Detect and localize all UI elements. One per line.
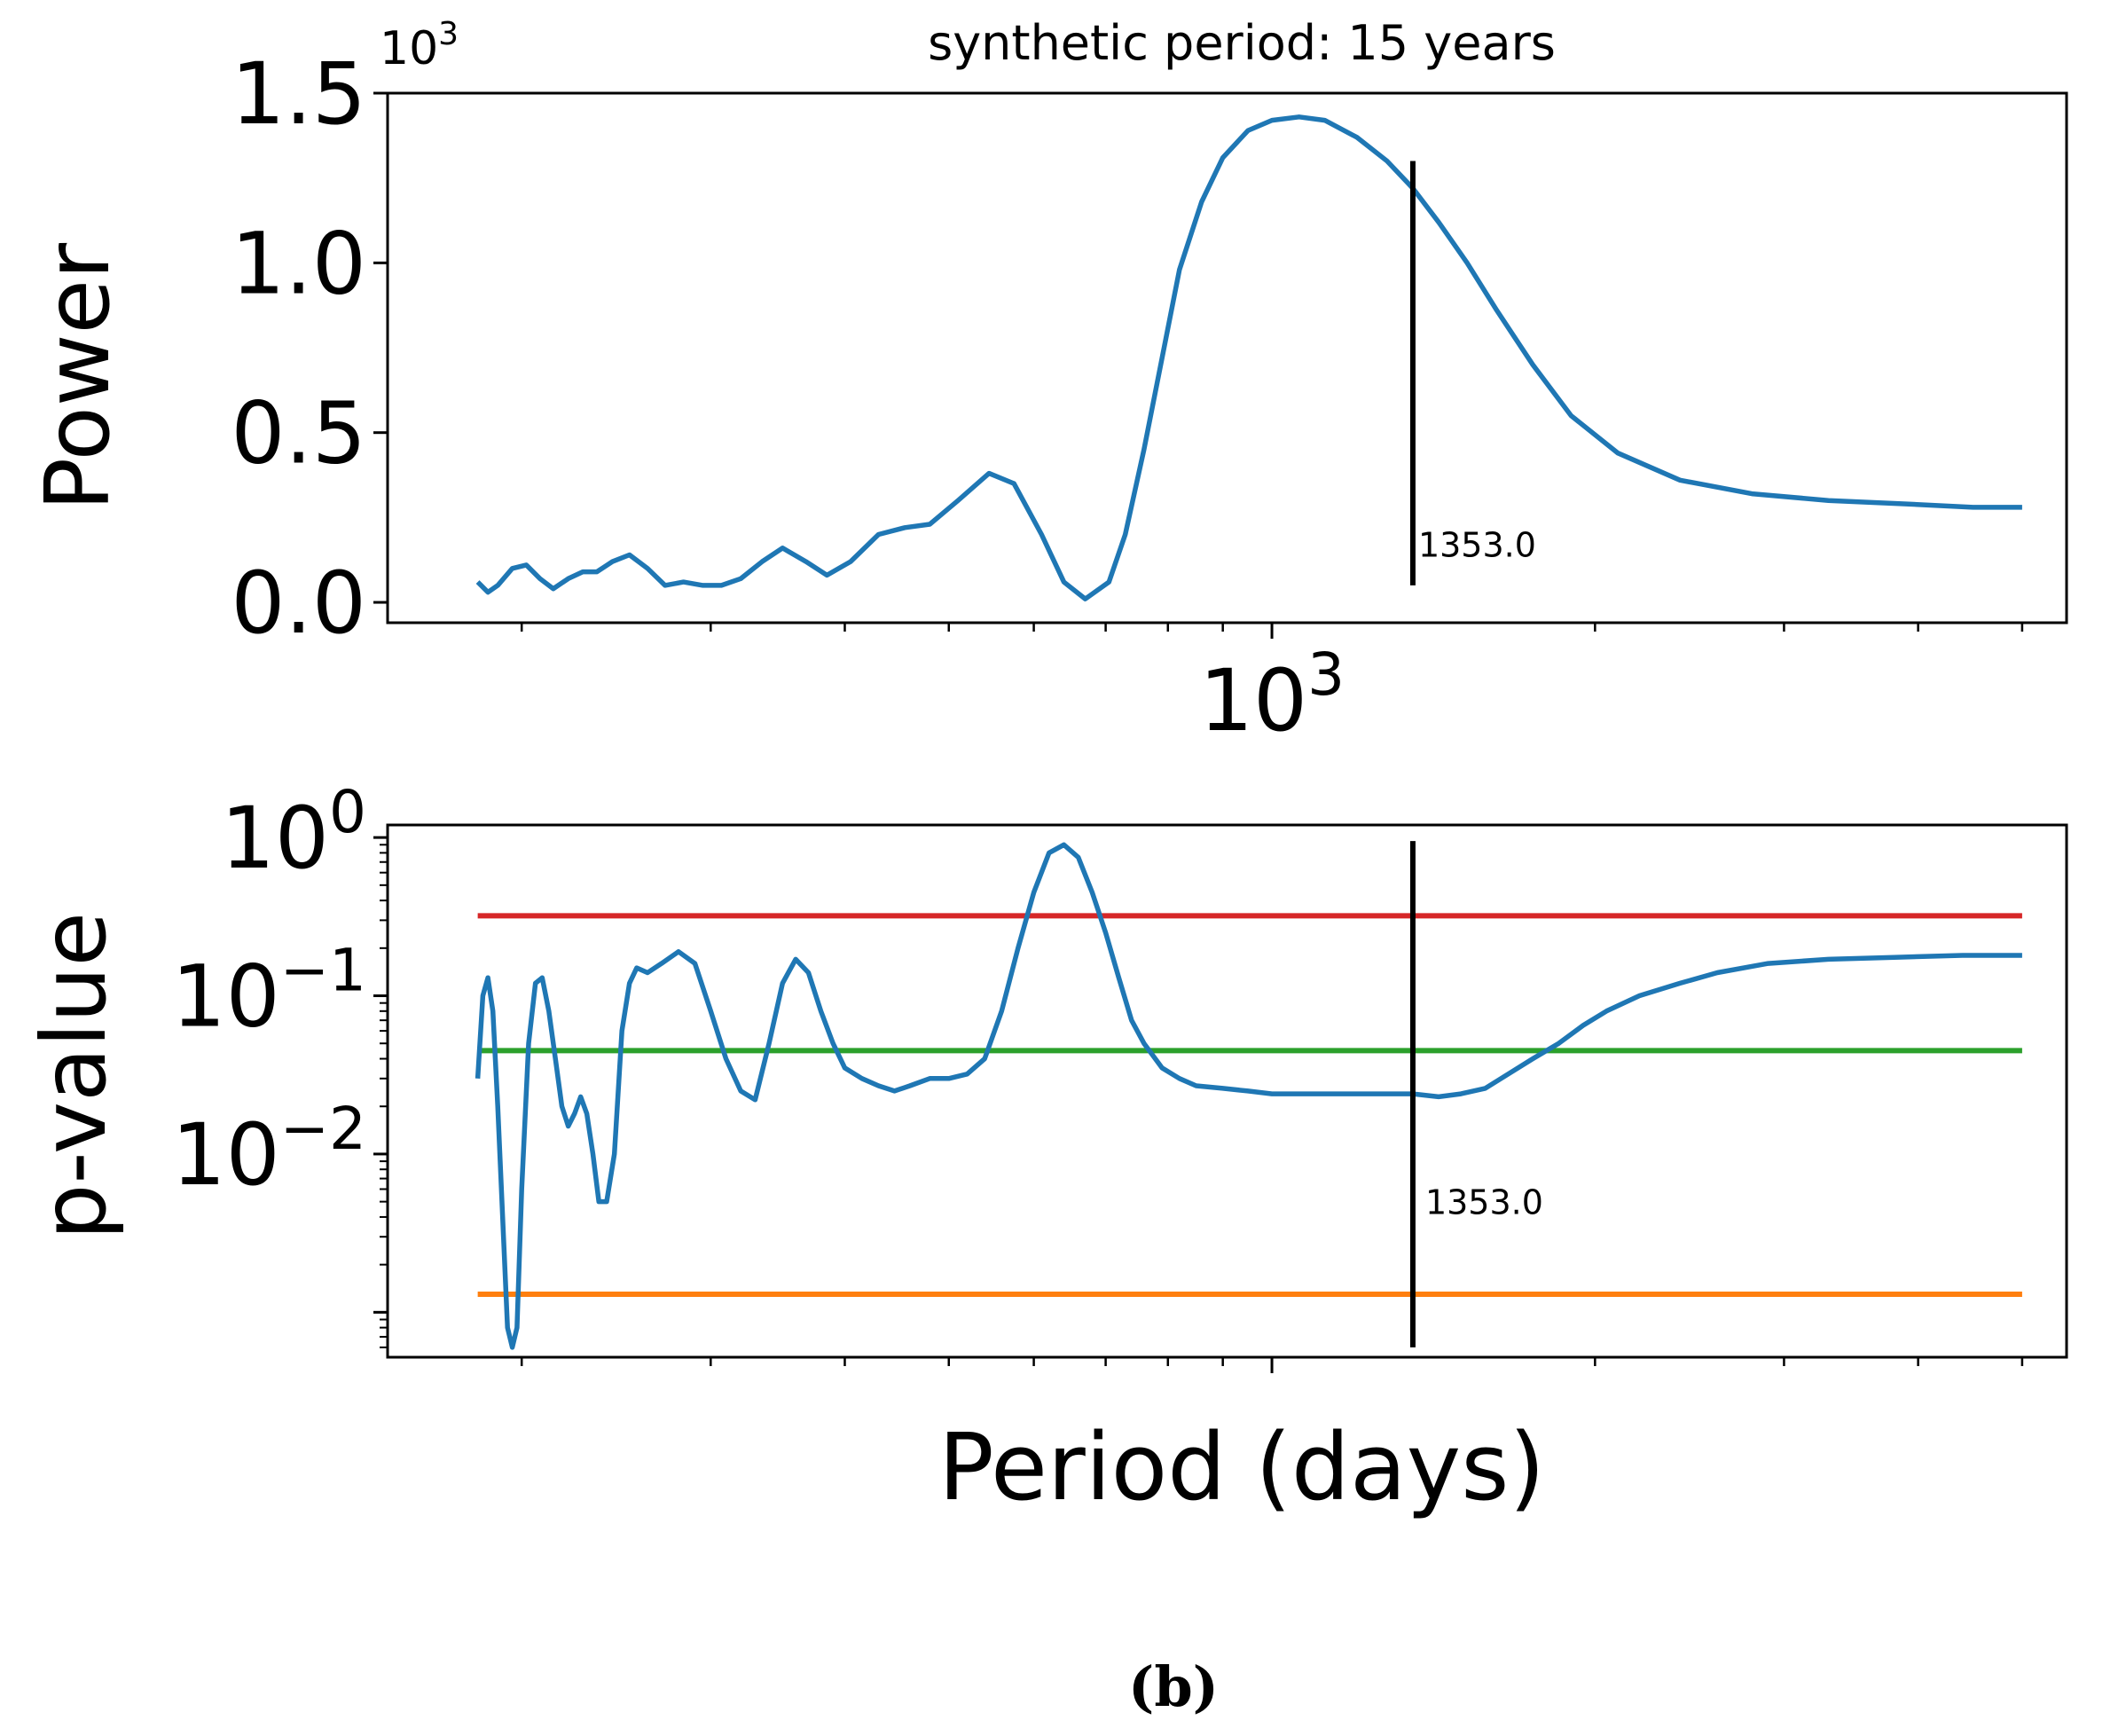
pvalue-axes-frame [386, 823, 2068, 1359]
pvalue-ytick-exp: −2 [280, 1095, 366, 1163]
power-series-line [475, 114, 2022, 601]
offset-label-exp: 3 [438, 16, 459, 52]
pvalue-ytick-exp: 0 [329, 778, 366, 846]
x-ticks-pvalue [520, 1357, 2024, 1373]
power-ytick-label: 0.0 [231, 554, 366, 653]
pvalue-ytick-base: 10 [172, 1105, 280, 1205]
power-ytick-label: 1.5 [231, 44, 366, 144]
pvalue-series-line [475, 842, 2022, 1350]
y-axis-label-pvalue: p-value [22, 912, 126, 1240]
x-axis-label: Period (days) [938, 1413, 1545, 1521]
period-marker-label: 1353.0 [1418, 526, 1536, 565]
offset-label-base: 10 [380, 22, 438, 75]
offset-label: 103 [380, 16, 459, 75]
y-axis-label-power: Power [26, 242, 129, 511]
x-major-tick-label: 103 [1199, 640, 1345, 750]
chart-title: synthetic period: 15 years [928, 15, 1556, 71]
power-axes-frame [386, 91, 2068, 624]
pvalue-ytick-label: 100 [221, 778, 366, 888]
threshold-lines [477, 913, 2022, 1298]
pvalue-ytick-base: 10 [221, 789, 329, 888]
x-ticks-power [520, 623, 2024, 639]
power-panel: 103 synthetic period: 15 years Power 0.0… [26, 15, 2068, 750]
pvalue-ytick-exp: −1 [280, 937, 366, 1005]
figure-caption: (b) [1128, 1654, 1219, 1719]
x-major-base: 10 [1199, 651, 1307, 750]
power-ytick-label: 0.5 [231, 384, 366, 483]
power-ytick-label: 1.0 [231, 214, 366, 313]
pvalue-ytick-base: 10 [172, 947, 280, 1047]
pvalue-period-marker-label: 1353.0 [1425, 1183, 1543, 1222]
x-major-exp: 3 [1307, 640, 1345, 709]
y-ticks-power: 0.0 0.5 1.0 1.5 [231, 44, 388, 653]
pvalue-ytick-label: 10−1 [172, 937, 366, 1047]
pvalue-ytick-label: 10−2 [172, 1095, 366, 1205]
